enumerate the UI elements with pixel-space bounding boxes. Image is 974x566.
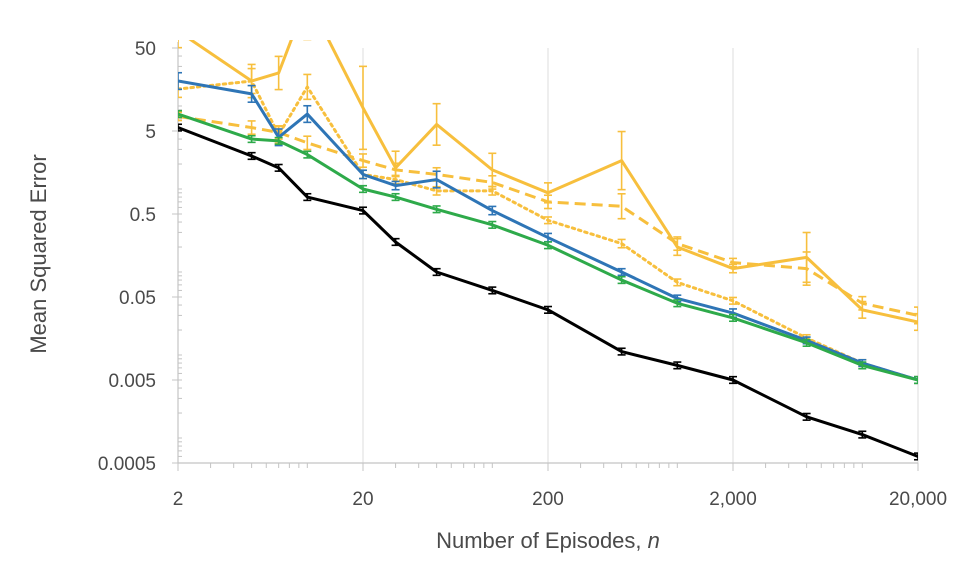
y-tick-label: 0.5 [130,205,156,226]
error-bar [544,216,552,225]
x-tick-label: 20,000 [889,489,947,510]
error-bar [673,236,682,252]
error-bar [617,275,626,285]
x-axis-title-variable: n [648,528,660,553]
error-bar [247,120,256,136]
x-tick-label: 20 [352,489,373,510]
error-bar [391,180,400,191]
error-bar [673,361,682,370]
y-tick-label: 5 [145,122,156,143]
x-axis-title: Number of Episodes, n [436,528,660,553]
error-bar [432,170,441,189]
error-bar [178,109,182,119]
error-bar [729,313,737,323]
y-axis-title: Mean Squared Error [26,154,51,353]
x-tick-label: 2 [173,489,184,510]
error-bar [617,238,626,249]
error-bar [247,84,256,103]
error-bar [303,135,312,151]
error-bar [488,286,497,295]
error-bar [274,136,283,146]
error-bar [544,241,552,250]
error-bar [432,267,441,277]
error-bar [488,175,497,190]
error-bar [303,40,312,41]
tick-labels: 2 20 200 2,000 20,000 0.0005 0.005 0.05 0.5 5 50 [98,39,947,510]
error-bar [617,130,626,191]
error-bar [858,295,867,311]
error-bar [303,192,312,202]
vertical-gridlines [362,48,919,463]
data-series [178,40,918,461]
x-tick-label: 2,000 [709,489,757,510]
error-bar [391,162,400,178]
error-bar [391,192,400,202]
error-bar [617,192,626,220]
error-bar [544,194,552,210]
error-bar [858,430,867,439]
error-bar [729,375,737,385]
x-tick-label: 200 [532,489,564,510]
x-axis-title-text: Number of Episodes, [436,528,648,553]
error-bar [914,375,918,385]
y-tick-label: 50 [135,39,156,60]
error-bar [303,150,312,159]
series-5 [178,109,918,385]
error-bar [802,338,811,348]
error-bar [914,306,918,325]
error-bar [617,267,626,277]
error-bar [432,205,441,214]
error-bar [178,40,182,49]
error-bar [359,153,367,169]
error-bar [432,102,441,146]
y-tick-label: 0.005 [108,371,156,392]
error-bar [359,169,367,180]
error-bar [391,237,400,247]
error-bar [617,347,626,356]
error-bar [673,278,682,287]
error-bar [247,134,256,144]
error-bar [359,65,367,151]
error-bar [274,163,283,172]
error-bar [729,296,737,305]
error-bar [858,361,867,370]
error-bar [178,71,182,91]
error-bar [178,123,182,132]
error-bar [488,205,497,216]
error-bar [488,220,497,229]
y-tick-label: 0.05 [119,288,156,309]
error-bar [247,151,256,161]
y-tick-label: 0.0005 [98,454,156,475]
error-bar [802,251,811,286]
series-3-line [178,114,918,317]
error-bar [359,184,367,194]
error-bar [729,257,737,268]
error-bar [359,206,367,215]
series-3 [178,111,918,325]
error-bar [544,305,552,314]
error-bar [303,73,312,101]
error-bar [673,299,682,308]
error-bar [802,412,811,421]
series-6 [178,123,918,461]
error-bar [178,111,182,122]
error-bar [303,104,312,124]
error-bar [274,55,283,91]
error-bar [914,452,918,461]
